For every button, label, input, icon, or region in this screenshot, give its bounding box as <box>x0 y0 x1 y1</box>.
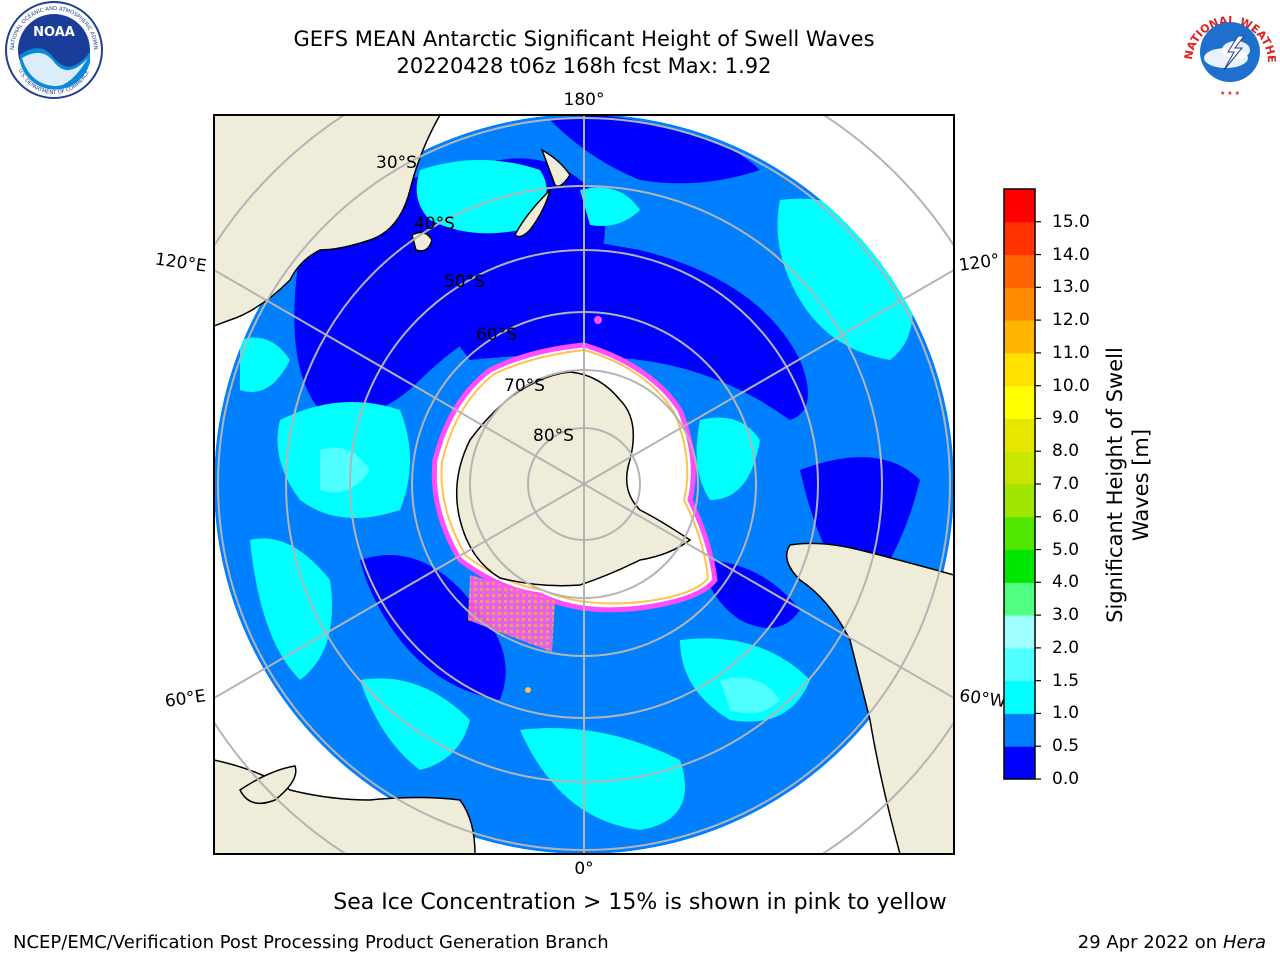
colorbar-segment <box>1004 254 1035 288</box>
colorbar-tick-label: 1.0 <box>1052 703 1080 724</box>
colorbar-segment <box>1004 451 1035 485</box>
colorbar-segment <box>1004 418 1035 452</box>
lat-label-70: 70°S <box>504 376 545 396</box>
colorbar-label-line2: Waves [m] <box>1129 428 1153 542</box>
colorbar-segment <box>1004 713 1035 747</box>
colorbar-tick-label: 11.0 <box>1052 342 1090 363</box>
colorbar-tick-label: 5.0 <box>1052 539 1080 560</box>
graticule <box>214 115 954 854</box>
lat-label-60: 60°S <box>476 325 517 345</box>
host-name: Hera <box>1222 932 1266 953</box>
colorbar-segment <box>1004 221 1035 256</box>
map-frame <box>213 114 955 855</box>
colorbar-tick-label: 15.0 <box>1052 211 1090 232</box>
colorbar-segment <box>1004 615 1035 649</box>
chart-subtitle: 20220428 t06z 168h fcst Max: 1.92 <box>396 54 772 78</box>
lat-label-80: 80°S <box>533 426 574 446</box>
madagascar-landmass <box>239 765 297 805</box>
colorbar-tick-label: 0.5 <box>1052 736 1080 757</box>
colorbar-segment <box>1004 189 1035 223</box>
lon-label-60w: 60°W <box>958 686 1007 712</box>
landmasses <box>214 115 954 854</box>
date-prefix: 29 Apr 2022 on <box>1077 932 1223 953</box>
colorbar-tick-label: 6.0 <box>1052 506 1080 527</box>
colorbar-tick-label: 4.0 <box>1052 572 1080 593</box>
lon-label-120e: 120°E <box>154 250 208 277</box>
colorbar-segment <box>1004 746 1035 780</box>
colorbar-tick-label: 13.0 <box>1052 277 1090 298</box>
colorbar-segment <box>1004 385 1035 419</box>
lon-label-180: 180° <box>564 90 605 110</box>
colorbar-tick-label: 8.0 <box>1052 441 1080 462</box>
map-area: 30°S 40°S 50°S 60°S 70°S 80°S <box>214 115 954 854</box>
colorbar-tick-label: 0.0 <box>1052 769 1080 789</box>
colorbar-label-line1: Significant Height of Swell <box>1103 347 1127 623</box>
lat-label-40: 40°S <box>414 214 455 234</box>
colorbar-tick-label: 1.5 <box>1052 670 1080 691</box>
pancake-ice-patch <box>468 575 555 652</box>
colorbar-segment <box>1004 680 1035 714</box>
australia-landmass <box>214 115 441 327</box>
colorbar-tick-label: 10.0 <box>1052 375 1090 396</box>
svg-text:★ ★ ★: ★ ★ ★ <box>1220 90 1240 97</box>
sea-ice-note: Sea Ice Concentration > 15% is shown in … <box>333 890 947 915</box>
colorbar-tick-label: 9.0 <box>1052 408 1080 429</box>
colorbar-segment <box>1004 647 1035 682</box>
colorbar-label: Significant Height of Swell Waves [m] <box>1102 285 1154 685</box>
colorbar-segment <box>1004 320 1035 354</box>
colorbar-tick-label: 2.0 <box>1052 637 1080 658</box>
lat-label-50: 50°S <box>444 272 485 292</box>
colorbar-segment <box>1004 582 1035 616</box>
lat-label-30: 30°S <box>376 153 417 173</box>
lon-label-120w: 120° <box>958 250 1001 276</box>
lon-label-0: 0° <box>574 859 593 879</box>
colorbar-segment <box>1004 484 1035 518</box>
chart-title: GEFS MEAN Antarctic Significant Height o… <box>293 27 875 51</box>
colorbar-tick-label: 3.0 <box>1052 605 1080 626</box>
colorbar-segment <box>1004 516 1035 551</box>
colorbar-tick-label: 7.0 <box>1052 474 1080 494</box>
lon-label-60e: 60°E <box>164 686 207 711</box>
date-text: 29 Apr 2022 on Hera <box>1078 932 1266 953</box>
colorbar-tick-label: 12.0 <box>1052 310 1090 331</box>
colorbar-segment <box>1004 287 1035 321</box>
colorbar <box>1003 188 1041 780</box>
colorbar-tick-label: 14.0 <box>1052 244 1090 265</box>
colorbar-segment <box>1004 549 1035 583</box>
new-zealand-landmass <box>514 148 571 238</box>
credit-text: NCEP/EMC/Verification Post Processing Pr… <box>13 932 609 953</box>
noaa-logo: NATIONAL OCEANIC AND ATMOSPHERIC ADMINIS… <box>0 0 103 99</box>
noaa-logo-text: NOAA <box>33 25 75 40</box>
nws-logo: NATIONAL WEATHER SERVICE ★ ★ ★ <box>1176 0 1278 98</box>
colorbar-segment <box>1004 352 1035 387</box>
